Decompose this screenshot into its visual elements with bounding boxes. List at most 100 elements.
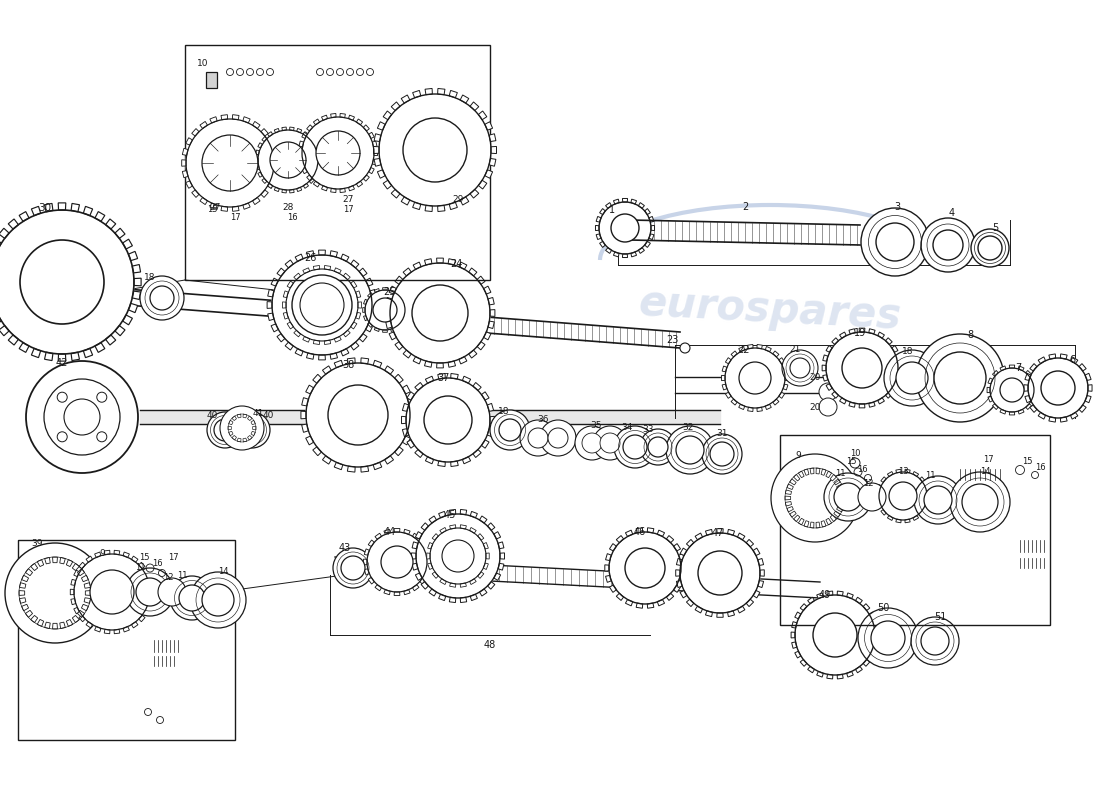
Polygon shape bbox=[84, 598, 90, 603]
Text: 47: 47 bbox=[712, 528, 724, 538]
Circle shape bbox=[884, 350, 940, 406]
Polygon shape bbox=[873, 622, 878, 628]
Circle shape bbox=[0, 210, 134, 354]
Polygon shape bbox=[480, 589, 487, 596]
Circle shape bbox=[978, 236, 1002, 260]
Polygon shape bbox=[1010, 412, 1014, 415]
Polygon shape bbox=[758, 581, 763, 587]
Polygon shape bbox=[631, 199, 637, 204]
Polygon shape bbox=[261, 129, 268, 136]
Polygon shape bbox=[272, 148, 277, 155]
Polygon shape bbox=[470, 578, 476, 585]
Polygon shape bbox=[470, 102, 478, 110]
Polygon shape bbox=[221, 206, 228, 211]
Polygon shape bbox=[314, 182, 320, 187]
Polygon shape bbox=[283, 302, 286, 308]
Circle shape bbox=[582, 433, 602, 453]
Polygon shape bbox=[1000, 366, 1005, 370]
Text: 15: 15 bbox=[846, 458, 856, 466]
Polygon shape bbox=[913, 471, 918, 477]
Polygon shape bbox=[295, 349, 304, 356]
Polygon shape bbox=[804, 521, 808, 527]
Polygon shape bbox=[19, 342, 29, 353]
Polygon shape bbox=[485, 170, 493, 178]
Polygon shape bbox=[81, 575, 88, 582]
Polygon shape bbox=[432, 534, 439, 540]
Polygon shape bbox=[1030, 405, 1037, 412]
Polygon shape bbox=[22, 575, 29, 582]
Polygon shape bbox=[394, 592, 400, 595]
Polygon shape bbox=[392, 190, 400, 198]
Polygon shape bbox=[367, 293, 373, 298]
Polygon shape bbox=[477, 276, 485, 284]
Polygon shape bbox=[309, 137, 315, 142]
Text: 34: 34 bbox=[621, 422, 632, 431]
Polygon shape bbox=[609, 544, 616, 551]
Polygon shape bbox=[104, 630, 110, 634]
Circle shape bbox=[911, 617, 959, 665]
Polygon shape bbox=[1025, 374, 1031, 381]
Text: 15: 15 bbox=[207, 206, 218, 214]
Circle shape bbox=[914, 476, 962, 524]
Polygon shape bbox=[1010, 365, 1014, 368]
Polygon shape bbox=[44, 203, 53, 212]
Polygon shape bbox=[372, 159, 377, 165]
Polygon shape bbox=[368, 578, 374, 584]
Polygon shape bbox=[675, 570, 680, 576]
Polygon shape bbox=[478, 180, 487, 189]
Polygon shape bbox=[210, 117, 217, 123]
Polygon shape bbox=[86, 622, 92, 628]
Polygon shape bbox=[878, 332, 884, 338]
Polygon shape bbox=[312, 447, 321, 456]
Polygon shape bbox=[485, 122, 493, 130]
Text: 8: 8 bbox=[967, 330, 974, 340]
Polygon shape bbox=[1038, 357, 1046, 363]
Circle shape bbox=[648, 437, 668, 457]
Polygon shape bbox=[45, 622, 51, 629]
Polygon shape bbox=[274, 187, 279, 191]
Polygon shape bbox=[785, 496, 791, 500]
Polygon shape bbox=[411, 553, 416, 559]
Text: 27: 27 bbox=[342, 195, 354, 205]
Polygon shape bbox=[414, 262, 421, 270]
Polygon shape bbox=[79, 615, 86, 622]
Polygon shape bbox=[367, 322, 373, 327]
Polygon shape bbox=[927, 494, 930, 498]
Polygon shape bbox=[407, 440, 415, 448]
Polygon shape bbox=[66, 559, 73, 566]
Polygon shape bbox=[1024, 385, 1029, 391]
Circle shape bbox=[190, 572, 246, 628]
Circle shape bbox=[258, 130, 318, 190]
Polygon shape bbox=[905, 470, 910, 473]
Polygon shape bbox=[795, 612, 801, 619]
Polygon shape bbox=[462, 457, 471, 464]
Polygon shape bbox=[498, 542, 504, 549]
Polygon shape bbox=[25, 610, 33, 618]
Polygon shape bbox=[832, 338, 838, 345]
Polygon shape bbox=[37, 619, 44, 626]
Circle shape bbox=[126, 568, 174, 616]
Circle shape bbox=[842, 348, 882, 388]
Circle shape bbox=[889, 482, 917, 510]
Circle shape bbox=[858, 608, 918, 668]
Polygon shape bbox=[1000, 410, 1005, 414]
Circle shape bbox=[540, 420, 576, 456]
Polygon shape bbox=[636, 528, 642, 533]
Polygon shape bbox=[412, 585, 419, 590]
Circle shape bbox=[1041, 371, 1075, 405]
Polygon shape bbox=[385, 456, 394, 464]
Polygon shape bbox=[746, 539, 754, 547]
Polygon shape bbox=[287, 281, 294, 288]
Polygon shape bbox=[355, 313, 361, 319]
Text: 10: 10 bbox=[849, 449, 860, 458]
Text: 43: 43 bbox=[339, 543, 351, 553]
Polygon shape bbox=[616, 594, 624, 601]
Polygon shape bbox=[827, 674, 833, 679]
Polygon shape bbox=[356, 119, 363, 125]
Polygon shape bbox=[132, 556, 138, 562]
Polygon shape bbox=[499, 553, 505, 559]
Polygon shape bbox=[596, 234, 601, 239]
Circle shape bbox=[406, 378, 490, 462]
Text: 39: 39 bbox=[31, 538, 43, 547]
Polygon shape bbox=[925, 485, 930, 490]
